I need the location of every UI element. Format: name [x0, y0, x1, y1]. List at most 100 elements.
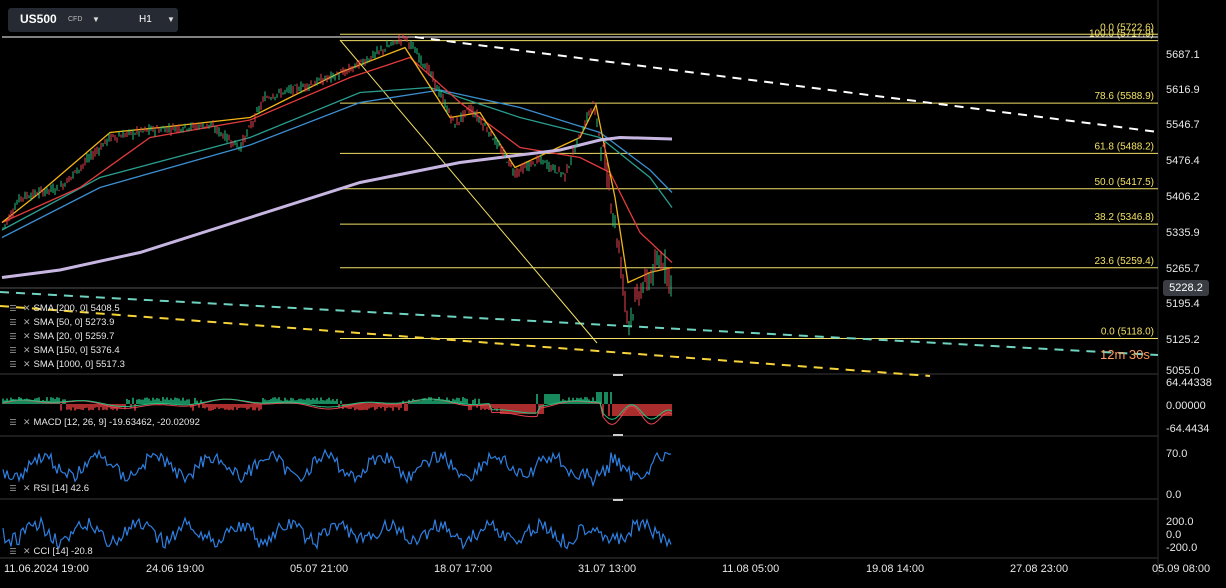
sma-50-line — [1, 56, 673, 263]
price-axis-label: 5055.0 — [1166, 365, 1200, 377]
current-price-tag: 5228.2 — [1163, 280, 1209, 296]
macd-pane — [2, 392, 673, 426]
legend-sma-50[interactable]: ☰ ✕ SMA [50, 0] 5273.9 — [6, 316, 114, 329]
rsi-axis-label: 70.0 — [1166, 448, 1187, 460]
macd-axis: 64.44338 0.00000 -64.4434 — [1166, 377, 1212, 435]
symbol-toolbar: US500 CFD ▼ H1 ▼ — [8, 8, 178, 32]
legend-sma-label: SMA [50, 0] 5273.9 — [33, 317, 115, 328]
price-axis-label: 5616.9 — [1166, 84, 1200, 96]
settings-icon[interactable]: ☰ — [9, 484, 17, 493]
settings-icon[interactable]: ☰ — [9, 547, 17, 556]
cci-pane — [2, 515, 672, 550]
fib-level-label: 78.6 (5588.9) — [1095, 91, 1155, 102]
price-axis-label: 5546.7 — [1166, 119, 1200, 131]
time-axis-label: 31.07 13:00 — [578, 563, 636, 575]
legend-sma-label: SMA [150, 0] 5376.4 — [33, 345, 120, 356]
time-axis-label: 24.06 19:00 — [146, 563, 204, 575]
legend-sma-label: SMA [1000, 0] 5517.3 — [33, 359, 125, 370]
legend-rsi[interactable]: ☰ ✕ RSI [14] 42.6 — [6, 482, 89, 495]
settings-icon[interactable]: ☰ — [9, 418, 17, 427]
chevron-down-icon[interactable]: ▼ — [167, 15, 175, 24]
pane-resize-handle[interactable] — [613, 499, 623, 501]
macd-axis-label: -64.4434 — [1166, 423, 1209, 435]
rsi-line — [2, 448, 672, 488]
cci-axis-label: 200.0 — [1166, 516, 1194, 528]
channel-line-yellow[interactable] — [0, 305, 931, 377]
asset-class-label: CFD — [68, 16, 83, 23]
close-icon[interactable]: ✕ — [23, 345, 31, 355]
settings-icon[interactable]: ☰ — [9, 318, 17, 327]
legend-sma-200[interactable]: ☰ ✕ SMA [200, 0] 5408.5 — [6, 302, 120, 315]
time-axis-label: 05.07 21:00 — [290, 563, 348, 575]
macd-signal-line — [2, 398, 673, 420]
fib-level-label: 61.8 (5488.2) — [1095, 141, 1155, 152]
macd-axis-label: 0.00000 — [1166, 400, 1206, 412]
fib-level-label: 38.2 (5346.8) — [1095, 212, 1155, 223]
macd-line — [2, 398, 673, 426]
trend-lines[interactable] — [0, 36, 1159, 377]
sma-lines — [1, 46, 673, 284]
chevron-down-icon[interactable]: ▼ — [92, 15, 100, 24]
close-icon[interactable]: ✕ — [23, 317, 31, 327]
sma-1000-line — [1, 135, 673, 279]
symbol-name[interactable]: US500 — [20, 12, 57, 26]
rsi-pane — [2, 448, 672, 488]
macd-axis-label: 64.44338 — [1166, 377, 1212, 389]
price-axis-label: 5687.1 — [1166, 49, 1200, 61]
sma-150-line — [1, 89, 673, 239]
legend-macd-label: MACD [12, 26, 9] -19.63462, -20.02092 — [33, 417, 200, 428]
close-icon[interactable]: ✕ — [23, 546, 31, 556]
time-axis-label: 27.08 23:00 — [1010, 563, 1068, 575]
legend-sma-label: SMA [200, 0] 5408.5 — [33, 303, 120, 314]
cci-axis-label: 0.0 — [1166, 529, 1181, 541]
close-icon[interactable]: ✕ — [23, 483, 31, 493]
price-axis-label: 5406.2 — [1166, 191, 1200, 203]
legend-sma-20[interactable]: ☰ ✕ SMA [20, 0] 5259.7 — [6, 330, 114, 343]
rsi-axis: 70.0 0.0 — [1166, 448, 1187, 501]
rsi-axis-label: 0.0 — [1166, 489, 1181, 501]
legend-sma-label: SMA [20, 0] 5259.7 — [33, 331, 115, 342]
time-axis-label: 11.06.2024 19:00 — [4, 563, 89, 575]
fib-level-label: 50.0 (5417.5) — [1095, 177, 1155, 188]
timeframe-selector[interactable]: H1 — [139, 14, 152, 25]
candle-countdown: 12m 30s — [1100, 347, 1150, 362]
time-axis-label: 11.08 05:00 — [722, 563, 779, 575]
legend-sma-1000[interactable]: ☰ ✕ SMA [1000, 0] 5517.3 — [6, 358, 125, 371]
time-axis-label: 19.08 14:00 — [866, 563, 924, 575]
fib-level-label: 0.0 (5722.6) — [1100, 22, 1154, 33]
time-axis-label: 18.07 17:00 — [434, 563, 492, 575]
settings-icon[interactable]: ☰ — [9, 332, 17, 341]
legend-rsi-label: RSI [14] 42.6 — [33, 483, 89, 494]
settings-icon[interactable]: ☰ — [9, 360, 17, 369]
time-axis[interactable]: 11.06.2024 19:00 24.06 19:00 05.07 21:00… — [4, 563, 1210, 575]
pane-resize-handle[interactable] — [613, 374, 623, 376]
channel-line-cyan[interactable] — [0, 291, 1159, 356]
legend-cci-label: CCI [14] -20.8 — [33, 546, 93, 557]
fib-anchor-line[interactable] — [339, 39, 598, 344]
legend-macd[interactable]: ☰ ✕ MACD [12, 26, 9] -19.63462, -20.02092 — [6, 416, 200, 429]
fib-level-label: 0.0 (5118.0) — [1101, 327, 1154, 338]
fibonacci-retracement[interactable]: 0.0 (5722.6)100.0 (5717.9) 78.6 (5588.9) 6… — [340, 22, 1158, 339]
close-icon[interactable]: ✕ — [23, 417, 31, 427]
price-axis[interactable]: 5687.1 5616.9 5546.7 5476.4 5406.2 5335.… — [1166, 49, 1200, 377]
time-axis-label: 05.09 08:00 — [1152, 563, 1210, 575]
close-icon[interactable]: ✕ — [23, 359, 31, 369]
close-icon[interactable]: ✕ — [23, 331, 31, 341]
cci-axis-label: -200.0 — [1166, 542, 1197, 554]
cci-line — [2, 515, 672, 550]
settings-icon[interactable]: ☰ — [9, 304, 17, 313]
cci-axis: 200.0 0.0 -200.0 — [1166, 516, 1197, 554]
candles — [2, 33, 672, 336]
resistance-trend-line[interactable] — [414, 36, 1159, 133]
close-icon[interactable]: ✕ — [23, 303, 31, 313]
fib-level-label: 100.0 (5717.9) — [1089, 29, 1154, 40]
price-axis-label: 5335.9 — [1166, 227, 1200, 239]
legend-sma-150[interactable]: ☰ ✕ SMA [150, 0] 5376.4 — [6, 344, 120, 357]
price-axis-label: 5265.7 — [1166, 263, 1200, 275]
fib-level-label: 23.6 (5259.4) — [1095, 256, 1155, 267]
pane-resize-handle[interactable] — [613, 434, 623, 436]
settings-icon[interactable]: ☰ — [9, 346, 17, 355]
legend-cci[interactable]: ☰ ✕ CCI [14] -20.8 — [6, 545, 93, 558]
